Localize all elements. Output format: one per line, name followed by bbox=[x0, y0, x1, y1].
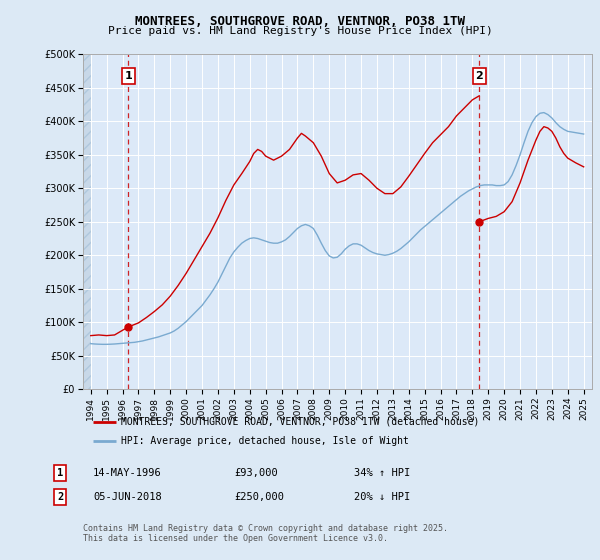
Text: Price paid vs. HM Land Registry's House Price Index (HPI): Price paid vs. HM Land Registry's House … bbox=[107, 26, 493, 36]
Text: Contains HM Land Registry data © Crown copyright and database right 2025.
This d: Contains HM Land Registry data © Crown c… bbox=[83, 524, 448, 543]
Text: 05-JUN-2018: 05-JUN-2018 bbox=[93, 492, 162, 502]
Text: 2: 2 bbox=[475, 71, 483, 81]
Text: 34% ↑ HPI: 34% ↑ HPI bbox=[354, 468, 410, 478]
Text: 14-MAY-1996: 14-MAY-1996 bbox=[93, 468, 162, 478]
Text: 2: 2 bbox=[57, 492, 63, 502]
Text: 1: 1 bbox=[57, 468, 63, 478]
Text: MONTREES, SOUTHGROVE ROAD, VENTNOR, PO38 1TW: MONTREES, SOUTHGROVE ROAD, VENTNOR, PO38… bbox=[135, 15, 465, 27]
Text: 1: 1 bbox=[125, 71, 133, 81]
Text: MONTREES, SOUTHGROVE ROAD, VENTNOR, PO38 1TW (detached house): MONTREES, SOUTHGROVE ROAD, VENTNOR, PO38… bbox=[121, 417, 479, 427]
Text: £93,000: £93,000 bbox=[234, 468, 278, 478]
Text: 20% ↓ HPI: 20% ↓ HPI bbox=[354, 492, 410, 502]
Text: HPI: Average price, detached house, Isle of Wight: HPI: Average price, detached house, Isle… bbox=[121, 436, 409, 446]
Text: £250,000: £250,000 bbox=[234, 492, 284, 502]
Bar bbox=[83, 54, 91, 389]
